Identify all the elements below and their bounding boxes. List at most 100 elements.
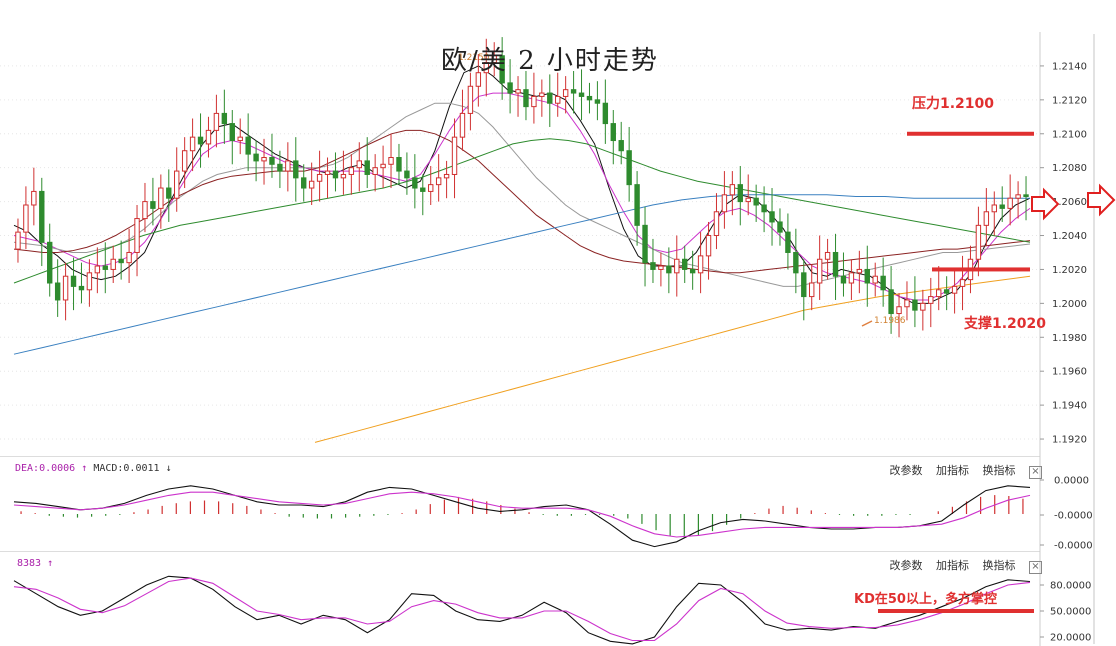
candle-up: [443, 173, 450, 179]
macd-switch-indicator-button[interactable]: 换指标: [982, 464, 1016, 477]
candle-down: [634, 184, 640, 226]
candle-up: [531, 95, 537, 108]
candle-up: [316, 173, 323, 182]
candle-down: [332, 170, 339, 179]
candle-up: [340, 173, 347, 179]
macd-y-tick-label: -0.0000: [1054, 511, 1093, 522]
candle-up: [555, 95, 561, 104]
macd-y-tick-label: 0.0000: [1054, 476, 1089, 487]
candle-down: [777, 221, 783, 233]
candle-down: [570, 89, 577, 94]
panel-divider: [0, 456, 1040, 457]
y-tick-label: 1.2020: [1052, 265, 1087, 276]
candle-up: [991, 204, 997, 213]
candle-up: [237, 136, 243, 142]
candle-down: [420, 187, 426, 192]
candle-down: [666, 265, 672, 274]
candle-down: [47, 241, 53, 284]
candle-down: [642, 224, 648, 264]
candle-down: [78, 285, 85, 291]
candle-up: [428, 184, 434, 192]
candle-down: [404, 170, 410, 179]
candle-down: [602, 102, 609, 125]
candle-down: [118, 258, 124, 264]
candle-down: [102, 265, 108, 270]
candle-down: [618, 140, 624, 152]
candle-up: [134, 218, 140, 253]
resistance-line: [907, 131, 1034, 136]
candle-up: [205, 129, 212, 145]
candle-down: [769, 211, 775, 223]
y-tick-label: 1.1960: [1052, 367, 1087, 378]
candle-up: [31, 190, 37, 206]
candle-up: [158, 187, 164, 209]
resistance-label: 压力1.2100: [912, 96, 995, 112]
chart-title: 欧/美 2 小时走势: [441, 46, 659, 76]
candle-down: [578, 92, 585, 97]
macd-dea-line: [13, 491, 1031, 538]
support-line: [932, 267, 1030, 272]
macd-edit-params-button[interactable]: 改参数: [889, 464, 923, 477]
y-tick-label: 1.2040: [1052, 231, 1087, 242]
candle-up: [515, 89, 521, 94]
candle-down: [586, 95, 593, 101]
kd-add-indicator-button[interactable]: 加指标: [936, 559, 969, 572]
candle-up: [872, 275, 878, 284]
candle-down: [840, 275, 847, 284]
candle-down: [277, 163, 283, 172]
candle-up: [435, 177, 442, 186]
candle-up: [1015, 194, 1021, 199]
candle-down: [626, 150, 632, 186]
candle-up: [451, 136, 458, 175]
kd-close-icon[interactable]: ×: [1029, 561, 1042, 574]
candle-up: [983, 211, 990, 226]
candle-up: [745, 197, 751, 203]
macd-dea-value: DEA:0.0006: [15, 463, 76, 474]
candle-up: [459, 112, 466, 138]
candle-down: [547, 92, 553, 104]
macd-close-icon[interactable]: ×: [1029, 466, 1042, 479]
candle-down: [150, 201, 156, 209]
candle-down: [737, 184, 743, 203]
candle-up: [261, 157, 267, 162]
y-tick-label: 1.1980: [1052, 333, 1087, 344]
candle-down: [523, 89, 529, 108]
candle-down: [912, 299, 918, 311]
candle-down: [864, 268, 870, 284]
y-tick-label: 1.2060: [1052, 197, 1087, 208]
series-line-ma30: [13, 129, 1031, 274]
trend-arrow-icon: [1031, 187, 1060, 221]
candle-down: [753, 197, 759, 206]
macd-add-indicator-button[interactable]: 加指标: [936, 464, 969, 477]
candle-down: [689, 268, 696, 274]
macd-value: MACD:0.0011: [93, 463, 160, 474]
high-price-label: 1.2150: [458, 53, 490, 63]
series-line-ma60: [13, 138, 1031, 284]
candle-up: [729, 184, 736, 196]
candle-up: [491, 55, 497, 64]
series-line-ma5: [13, 65, 1031, 304]
kd-header: 8383 ↑: [17, 558, 53, 569]
candle-up: [23, 204, 29, 233]
candle-down: [70, 275, 77, 287]
candle-down: [301, 177, 307, 189]
kd-d-line: [13, 577, 1031, 642]
candle-down: [507, 82, 513, 94]
kd-arrow: ↑: [47, 558, 54, 569]
kd-edit-params-button[interactable]: 改参数: [889, 559, 923, 572]
candle-down: [396, 157, 402, 172]
kd-switch-indicator-button[interactable]: 换指标: [982, 559, 1016, 572]
candle-up: [380, 163, 386, 169]
candle-up: [975, 224, 982, 260]
kd-y-tick-label: 80.0000: [1050, 581, 1091, 592]
candle-down: [293, 160, 299, 179]
candle-up: [697, 255, 704, 274]
candle-up: [951, 285, 958, 294]
candle-up: [372, 167, 378, 175]
y-tick-label: 1.2100: [1052, 129, 1087, 140]
candle-up: [959, 279, 966, 287]
kd-y-tick-label: 50.0000: [1050, 607, 1091, 618]
candle-up: [213, 112, 220, 131]
kd-y-tick-label: 20.0000: [1050, 633, 1091, 644]
candle-up: [285, 160, 291, 172]
